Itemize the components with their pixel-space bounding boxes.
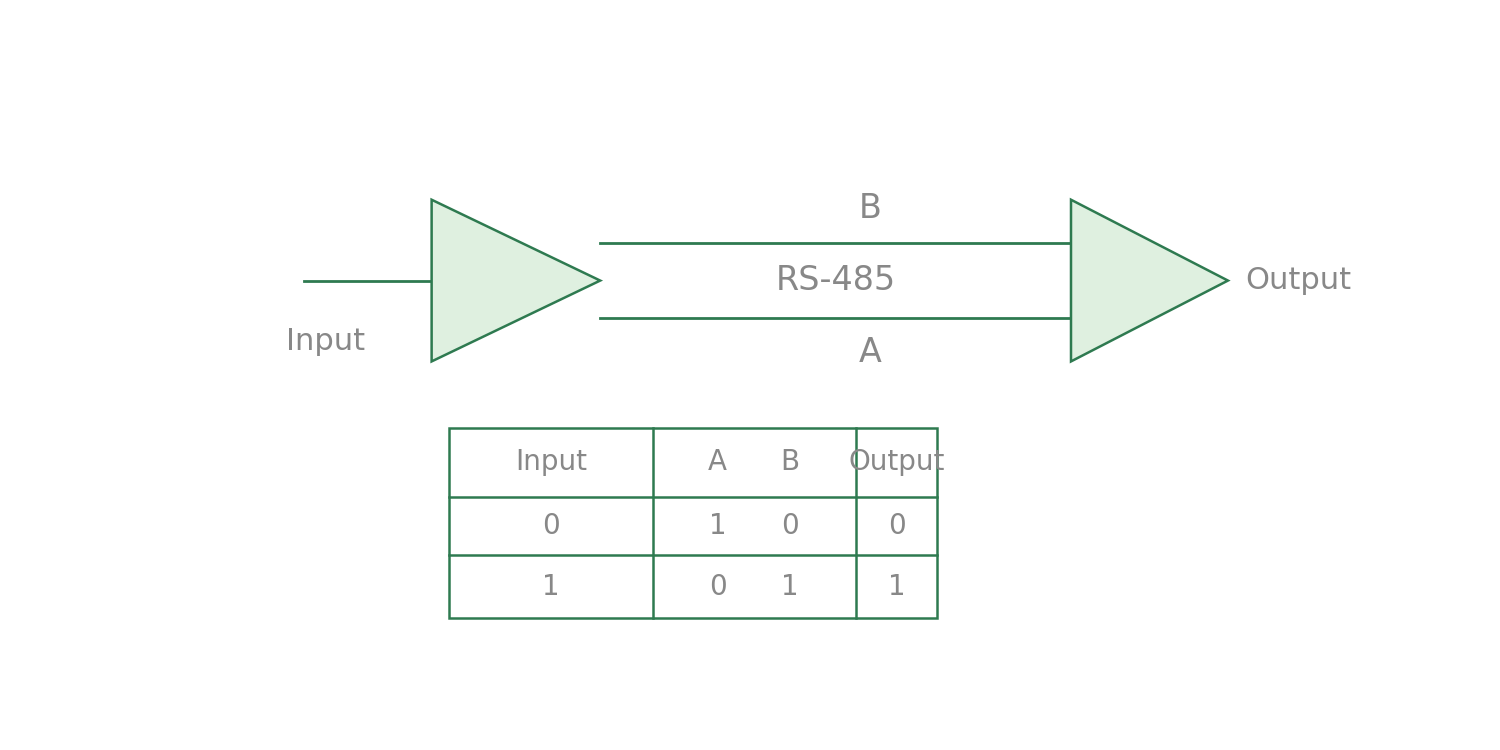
Text: 0: 0: [708, 573, 726, 601]
Polygon shape: [1071, 200, 1228, 362]
Text: Output: Output: [849, 448, 945, 476]
Polygon shape: [432, 200, 600, 362]
Text: RS-485: RS-485: [776, 264, 896, 297]
Text: Input: Input: [286, 327, 366, 356]
Text: 0: 0: [542, 512, 560, 540]
Text: B: B: [859, 192, 882, 225]
Text: 1: 1: [710, 512, 726, 540]
Text: 1: 1: [888, 573, 906, 601]
Text: 1: 1: [782, 573, 798, 601]
Text: Input: Input: [514, 448, 586, 476]
Text: Output: Output: [1245, 266, 1352, 295]
Text: A: A: [859, 336, 882, 369]
FancyBboxPatch shape: [448, 427, 938, 619]
Text: A: A: [708, 448, 728, 476]
Text: B: B: [780, 448, 800, 476]
Text: 1: 1: [542, 573, 560, 601]
Text: 0: 0: [888, 512, 906, 540]
Text: 0: 0: [782, 512, 798, 540]
